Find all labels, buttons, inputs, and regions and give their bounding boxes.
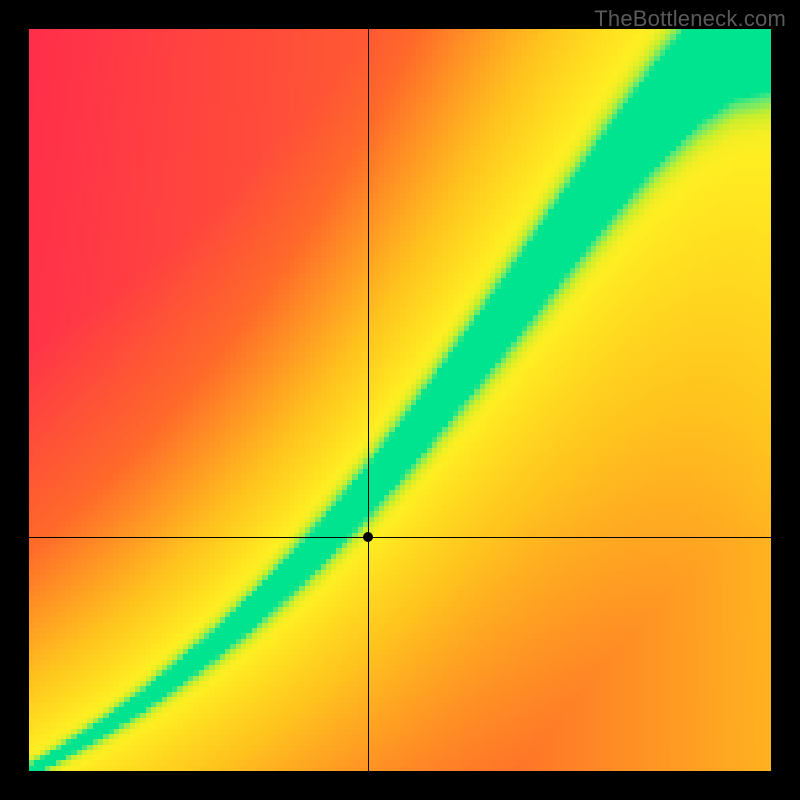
heatmap-canvas	[29, 29, 771, 771]
figure-root: TheBottleneck.com	[0, 0, 800, 800]
watermark-text: TheBottleneck.com	[594, 6, 786, 32]
plot-area	[29, 29, 771, 771]
